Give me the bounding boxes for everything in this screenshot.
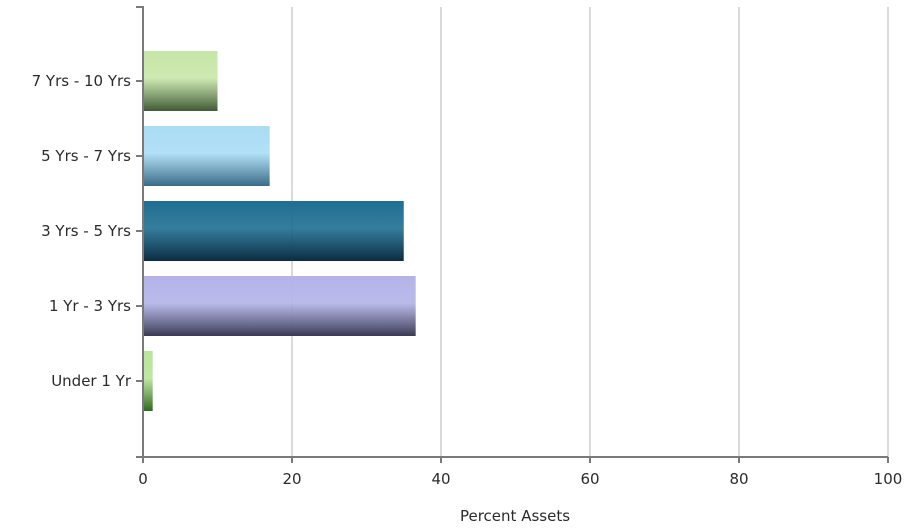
y-tick-label: 3 Yrs - 5 Yrs xyxy=(41,222,131,240)
bar xyxy=(143,351,153,411)
x-axis-title: Percent Assets xyxy=(460,507,570,525)
bar xyxy=(143,126,270,186)
x-tick-label: 60 xyxy=(580,470,599,488)
y-tick-label: 7 Yrs - 10 Yrs xyxy=(32,72,132,90)
x-tick-label: 80 xyxy=(729,470,748,488)
bar xyxy=(143,51,218,111)
y-tick-label: 5 Yrs - 7 Yrs xyxy=(41,147,131,165)
bar xyxy=(143,276,416,336)
y-tick-label: Under 1 Yr xyxy=(51,372,132,390)
gridlines xyxy=(291,7,889,457)
bars xyxy=(143,51,416,411)
x-ticks: 0 20 40 60 80 100 xyxy=(138,457,902,488)
x-tick-label: 20 xyxy=(282,470,301,488)
x-tick-label: 0 xyxy=(138,470,148,488)
y-ticks: 7 Yrs - 10 Yrs 5 Yrs - 7 Yrs 3 Yrs - 5 Yrs… xyxy=(32,72,143,390)
x-tick-label: 40 xyxy=(431,470,450,488)
bar xyxy=(143,201,404,261)
x-tick-label: 100 xyxy=(874,470,903,488)
y-tick-label: 1 Yr - 3 Yrs xyxy=(49,297,131,315)
